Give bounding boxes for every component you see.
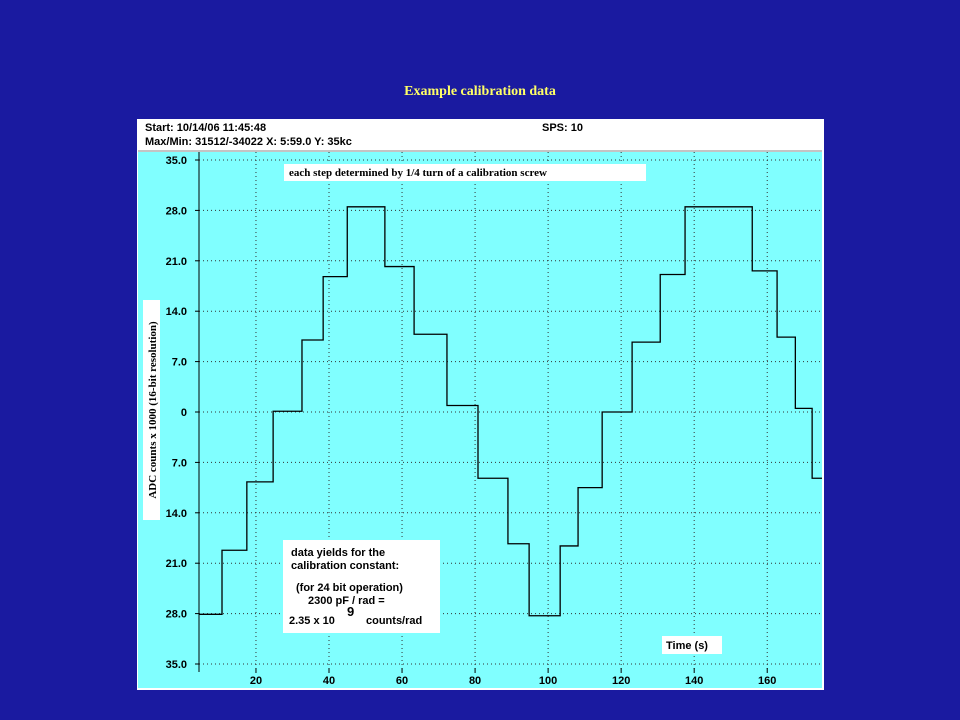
- plot-background: [138, 152, 822, 688]
- note-line: 2300 pF / rad =: [308, 595, 385, 607]
- note-line: 2.35 x 10: [289, 615, 335, 627]
- y-tick-label: 0: [181, 407, 187, 419]
- y-tick-label: 35.0: [166, 155, 187, 167]
- note-line: counts/rad: [366, 615, 422, 627]
- y-tick-label: 14.0: [166, 306, 187, 318]
- y-tick-label: 7.0: [172, 457, 187, 469]
- x-axis-label: Time (s): [666, 640, 708, 652]
- note-exponent: 9: [347, 604, 354, 619]
- header-start: Start: 10/14/06 11:45:48: [145, 122, 266, 134]
- slide-title: Example calibration data: [404, 84, 556, 99]
- x-tick-label: 100: [539, 675, 557, 687]
- signal-line: [199, 206, 822, 617]
- y-label-box: [143, 300, 160, 520]
- x-tick-label: 60: [396, 675, 408, 687]
- note-line: calibration constant:: [291, 560, 399, 572]
- y-axis-label: ADC counts x 1000 (16-bit resolution): [147, 321, 159, 499]
- header-sps: SPS: 10: [542, 122, 583, 134]
- x-tick-label: 160: [758, 675, 776, 687]
- plot: 35.0 28.0 21.0 14.0 7.0 0 7.0 14.0 21.0 28.0 35.0 2…: [166, 152, 822, 687]
- y-tick-label: 21.0: [166, 256, 187, 268]
- header-maxmin: Max/Min: 31512/-34022 X: 5:59.0 Y: 35kc: [145, 136, 352, 148]
- y-tick-label: 21.0: [166, 558, 187, 570]
- x-tick-label: 40: [323, 675, 335, 687]
- annotation: each step determined by 1/4 turn of a ca…: [289, 167, 547, 179]
- y-tick-label: 28.0: [166, 609, 187, 621]
- note-box: [283, 540, 440, 633]
- y-tick-label: 14.0: [166, 508, 187, 520]
- x-label-box: [662, 636, 722, 654]
- y-tick-label: 28.0: [166, 205, 187, 217]
- y-tick-label: 7.0: [172, 357, 187, 369]
- x-tick-label: 120: [612, 675, 630, 687]
- y-tick-label: 35.0: [166, 659, 187, 671]
- note-line: (for 24 bit operation): [296, 582, 403, 594]
- x-tick-label: 20: [250, 675, 262, 687]
- note-line: data yields for the: [291, 547, 385, 559]
- x-tick-label: 80: [469, 675, 481, 687]
- x-tick-label: 140: [685, 675, 703, 687]
- annotation-box: [284, 164, 646, 181]
